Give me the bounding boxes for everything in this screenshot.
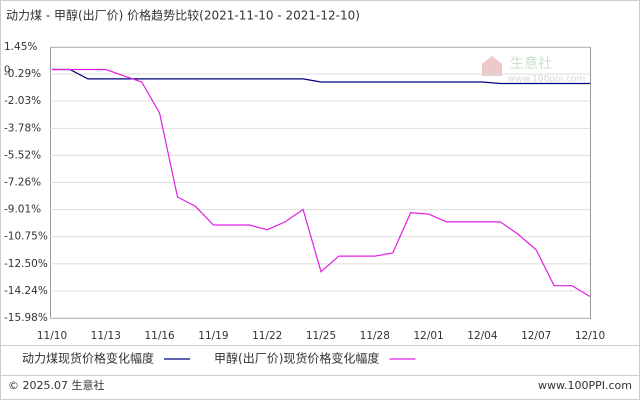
watermark-url: www.100ppi.com <box>508 75 585 85</box>
series-line <box>52 68 591 298</box>
y-tick-label: -5.52% <box>4 149 41 161</box>
footer-right: www.100PPI.com <box>538 379 632 392</box>
x-tick-label: 11/16 <box>144 330 175 342</box>
chart-title: 动力煤 - 甲醇(出厂价) 价格趋势比较(2021-11-10 - 2021-1… <box>6 8 360 23</box>
x-tick-label: 12/04 <box>467 330 498 342</box>
y-tick-label: -15.98% <box>4 312 48 324</box>
x-tick-label: 12/01 <box>413 330 443 342</box>
x-tick-label: 12/10 <box>575 330 605 342</box>
y-tick-label: -7.26% <box>4 176 41 188</box>
x-tick-label: 11/19 <box>198 330 228 342</box>
x-tick-label: 11/22 <box>252 330 282 342</box>
y-tick-label: 1.45% <box>4 41 37 53</box>
x-tick-label: 11/28 <box>360 330 390 342</box>
legend-label: 动力煤现货价格变化幅度 <box>22 351 154 366</box>
series-line <box>52 68 590 85</box>
zero-label: 0 <box>4 65 10 76</box>
legend-label: 甲醇(出厂价)现货价格变化幅度 <box>214 351 379 366</box>
y-tick-label: -2.03% <box>4 95 41 107</box>
x-tick-label: 11/10 <box>37 330 67 342</box>
footer-left: © 2025.07 生意社 <box>8 378 104 392</box>
y-tick-label: -3.78% <box>4 122 41 134</box>
x-tick-label: 11/13 <box>91 330 121 342</box>
y-tick-label: -10.75% <box>4 231 48 243</box>
x-tick-label: 11/25 <box>306 330 336 342</box>
watermark-text: 生意社 <box>510 55 552 72</box>
watermark: 生意社 www.100ppi.com <box>482 55 585 85</box>
y-tick-label: -14.24% <box>4 285 48 297</box>
x-tick-label: 12/07 <box>521 330 551 342</box>
y-tick-label: -12.50% <box>4 258 48 270</box>
y-tick-label: -0.29% <box>4 68 41 80</box>
watermark-icon <box>482 56 502 76</box>
y-tick-label: -9.01% <box>4 204 41 216</box>
